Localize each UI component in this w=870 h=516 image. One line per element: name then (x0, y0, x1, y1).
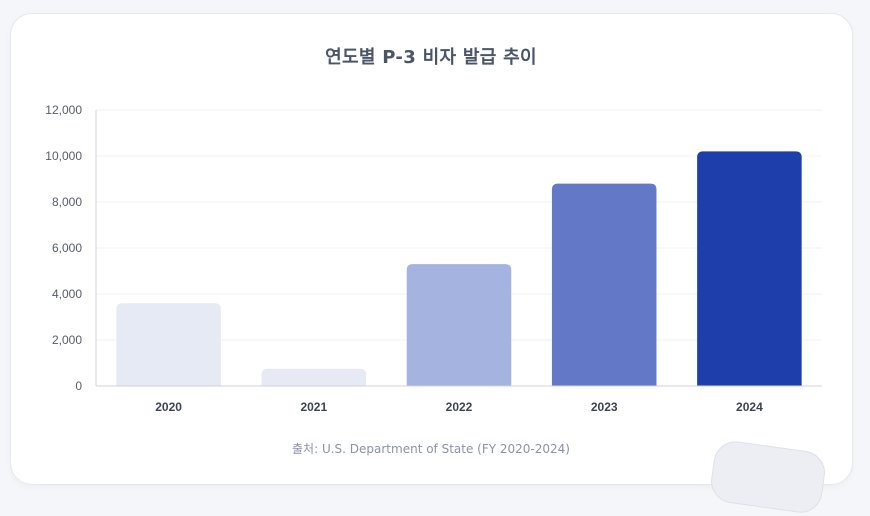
bar-2021 (261, 368, 367, 386)
x-tick-label: 2022 (446, 400, 473, 414)
y-axis-ticks: 0 2,000 4,000 6,000 8,000 10,000 12,000 (45, 103, 82, 393)
y-tick-label: 12,000 (45, 103, 82, 117)
x-tick-label: 2023 (591, 400, 618, 414)
source-note: 출처: U.S. Department of State (FY 2020-20… (292, 442, 570, 456)
y-tick-label: 8,000 (52, 195, 82, 209)
y-tick-label: 2,000 (52, 333, 82, 347)
x-axis-labels: 2020 2021 2022 2023 2024 (155, 400, 763, 414)
bar-2023 (551, 183, 657, 386)
y-tick-label: 0 (75, 379, 82, 393)
y-tick-label: 10,000 (45, 149, 82, 163)
chart-title: 연도별 P-3 비자 발급 추이 (325, 47, 537, 68)
x-tick-label: 2020 (155, 400, 182, 414)
bar-2022 (406, 264, 512, 386)
x-tick-label: 2021 (300, 400, 327, 414)
bar-2024 (697, 151, 802, 386)
bar-2020 (116, 303, 221, 386)
axes (95, 110, 822, 387)
y-tick-label: 6,000 (52, 241, 82, 255)
y-tick-label: 4,000 (52, 287, 82, 301)
x-tick-label: 2024 (736, 400, 763, 414)
bars (116, 151, 802, 386)
